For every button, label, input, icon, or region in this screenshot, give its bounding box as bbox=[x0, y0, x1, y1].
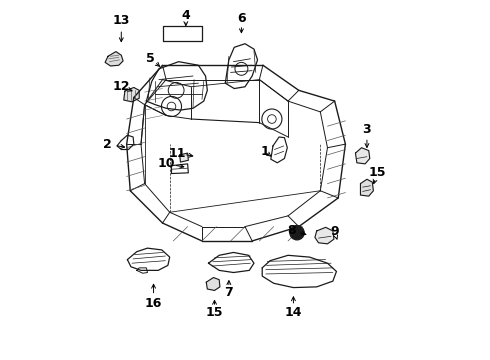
Text: 11: 11 bbox=[168, 147, 186, 159]
Text: 3: 3 bbox=[363, 123, 371, 136]
Text: 7: 7 bbox=[224, 287, 233, 300]
Text: 2: 2 bbox=[102, 138, 111, 150]
Text: 16: 16 bbox=[145, 297, 162, 310]
Text: 12: 12 bbox=[113, 80, 130, 93]
Polygon shape bbox=[105, 51, 123, 66]
Text: 15: 15 bbox=[206, 306, 223, 319]
Polygon shape bbox=[124, 87, 139, 102]
Polygon shape bbox=[361, 179, 373, 196]
Text: 10: 10 bbox=[157, 157, 175, 170]
Polygon shape bbox=[315, 227, 334, 244]
Polygon shape bbox=[206, 278, 220, 291]
Text: 8: 8 bbox=[287, 224, 296, 237]
Text: 15: 15 bbox=[369, 166, 387, 179]
Text: 14: 14 bbox=[285, 306, 302, 319]
Polygon shape bbox=[180, 153, 188, 162]
Text: 13: 13 bbox=[113, 14, 130, 27]
Text: 6: 6 bbox=[237, 12, 245, 25]
Text: 5: 5 bbox=[146, 51, 154, 64]
Text: 1: 1 bbox=[260, 145, 269, 158]
Circle shape bbox=[290, 226, 304, 240]
Text: 4: 4 bbox=[181, 9, 190, 22]
Polygon shape bbox=[355, 148, 370, 164]
Text: 9: 9 bbox=[330, 225, 339, 238]
